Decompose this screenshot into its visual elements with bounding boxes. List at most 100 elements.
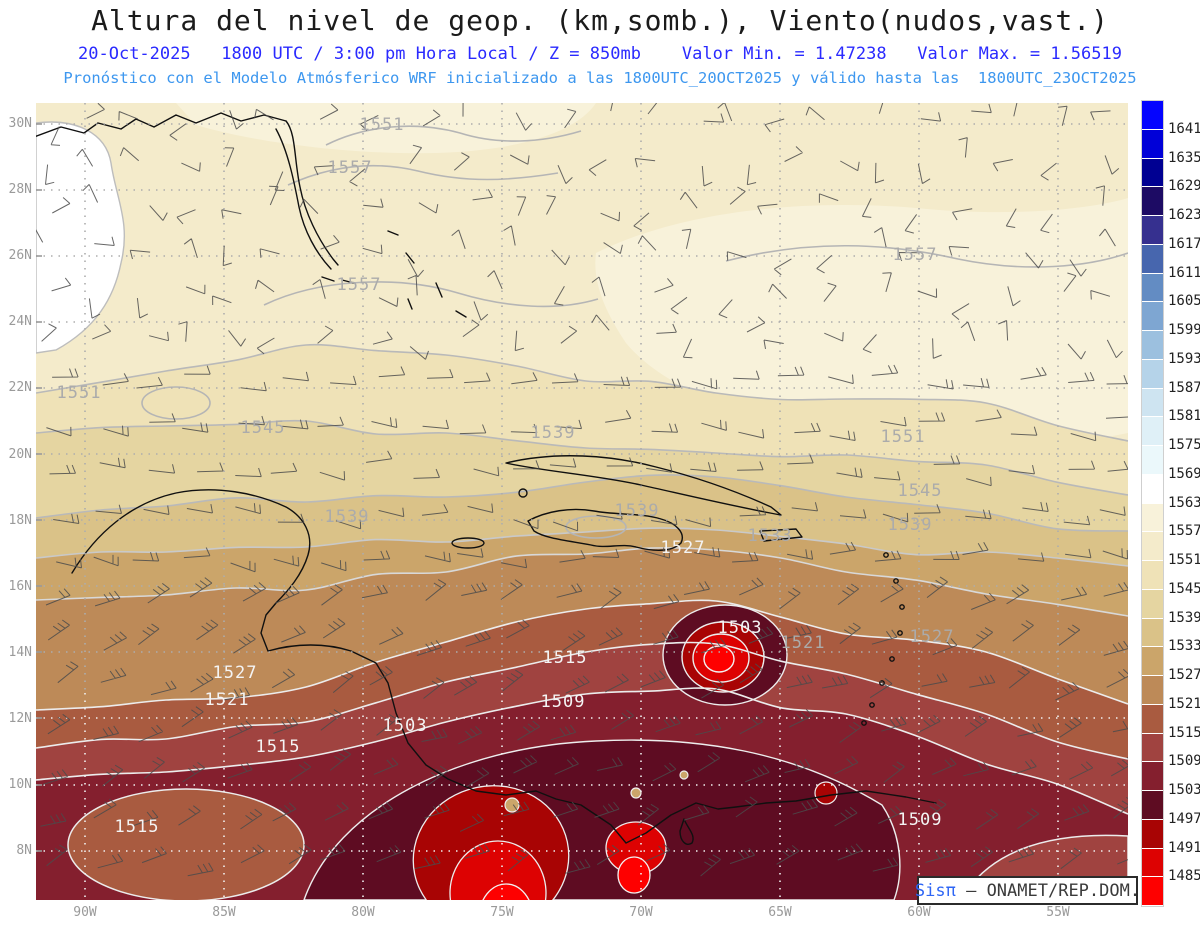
closed-1515-blob [67,788,305,900]
colorbar-value: 1533 [1168,638,1200,655]
lat-label: 14N [8,644,32,660]
colorbar-cell [1142,273,1163,303]
colorbar-value: 1593 [1168,350,1200,367]
attribution-box: Sisπ – ONAMET/REP.DOM. [914,876,1141,905]
colorbar-value: 1575 [1168,437,1200,453]
colorbar-value: 1497 [1168,810,1200,827]
colorbar-value: 1491 [1168,839,1200,856]
lon-label: 70W [629,905,653,920]
colorbar-value: 1557 [1168,523,1200,540]
contour-line-3 [36,527,1128,567]
grid [36,103,1128,900]
colorbar-cell [1142,417,1163,446]
lat-label: 20N [8,446,32,462]
colorbar-cell [1142,503,1163,533]
colorbar-value: 1545 [1168,580,1200,597]
lat-label: 28N [8,182,32,198]
colorbar-cell [1142,791,1163,820]
colorbar-cell [1142,216,1163,245]
coastlines [36,112,937,845]
colorbar-value: 1581 [1168,408,1200,425]
colorbar-cell [1142,244,1163,274]
colorbar-cell [1142,474,1163,504]
colorbar-value: 1641 [1168,120,1200,137]
model-info-line: Pronóstico con el Modelo Atmósferico WRF… [63,69,1137,87]
colorbar-value: 1563 [1168,494,1200,511]
lat-label: 8N [16,843,32,859]
attribution-text: – ONAMET/REP.DOM. [955,880,1141,901]
contour-line-4 [36,547,1128,617]
lat-label: 18N [8,512,32,528]
colorbar-value: 1551 [1168,552,1200,568]
colorbar-cell [1142,618,1163,648]
colorbar-cell [1142,704,1163,734]
colorbar-value: 1509 [1168,753,1200,770]
colorbar-value: 1587 [1168,379,1200,396]
colorbar-value: 1617 [1168,235,1200,252]
weather-map-canvas: 1551 1557 1557 1557 1551 1551 1545 1545 1539 1539… [36,103,1128,900]
colorbar-value: 1629 [1168,178,1200,195]
colorbar-value: 1599 [1168,322,1200,338]
colorbar-cell [1142,676,1163,705]
contour-line-0 [36,343,1128,442]
lat-label: 30N [8,116,32,131]
lesser-antilles [861,552,905,726]
colorbar-cell [1142,561,1163,590]
south-red-blobs [412,770,838,900]
colorbar-value: 1605 [1168,293,1200,310]
colorbar-cell [1142,187,1163,216]
colorbar-cell [1142,532,1163,561]
colorbar-value: 1569 [1168,465,1200,482]
low-center [662,604,788,706]
colorbar-value: 1635 [1168,149,1200,166]
colorbar-cell [1142,819,1163,849]
lon-label: 80W [351,905,375,920]
lat-label: 26N [8,248,32,264]
band-1563-gulf [36,121,126,354]
colorbar-cell [1142,158,1163,188]
colorbar-cell [1142,589,1163,619]
contour-line-5 [36,599,1128,711]
colorbar-value: 1539 [1168,609,1200,626]
page-title: Altura del nivel de geop. (km,somb.), Vi… [91,4,1109,37]
lon-label: 55W [1046,905,1070,920]
colorbar-cell [1142,762,1163,791]
lat-label: 16N [8,578,32,594]
colorbar-cell [1142,446,1163,475]
wind-barbs [36,103,1128,877]
colorbar-cell [1142,101,1163,130]
contour-line-7 [36,687,1128,815]
colorbar-cell [1142,877,1163,906]
colorbar-value: 1485 [1168,868,1200,885]
colorbar-cell [1142,331,1163,360]
lat-label: 24N [8,314,32,330]
lat-label: 22N [8,380,32,396]
contour-line-2 [36,474,1128,532]
lon-label: 90W [73,905,97,920]
colorbar-cell [1142,388,1163,418]
map-svg [36,103,1128,900]
colorbar-cell [1142,129,1163,159]
lon-label: 75W [490,905,514,920]
north-contours [141,125,1128,539]
colorbar-value: 1527 [1168,667,1200,683]
lon-label: 85W [212,905,236,920]
colorbar-value: 1503 [1168,782,1200,798]
lon-label: 65W [768,905,792,920]
colorbar-value: 1521 [1168,695,1200,712]
valid-time-line: 20-Oct-2025 1800 UTC / 3:00 pm Hora Loca… [78,44,1122,64]
lon-label: 60W [907,905,931,920]
colorbar [1141,100,1164,907]
lat-label: 10N [8,777,32,792]
sispi-logo: Sisπ [914,880,956,901]
colorbar-value: 1515 [1168,724,1200,741]
colorbar-cell [1142,302,1163,331]
colorbar-value: 1611 [1168,264,1200,281]
colorbar-cell [1142,733,1163,763]
lat-label: 12N [8,710,32,726]
colorbar-value: 1623 [1168,207,1200,223]
colorbar-cell [1142,647,1163,676]
contour-line-6 [36,641,1128,760]
colorbar-cell [1142,359,1163,389]
